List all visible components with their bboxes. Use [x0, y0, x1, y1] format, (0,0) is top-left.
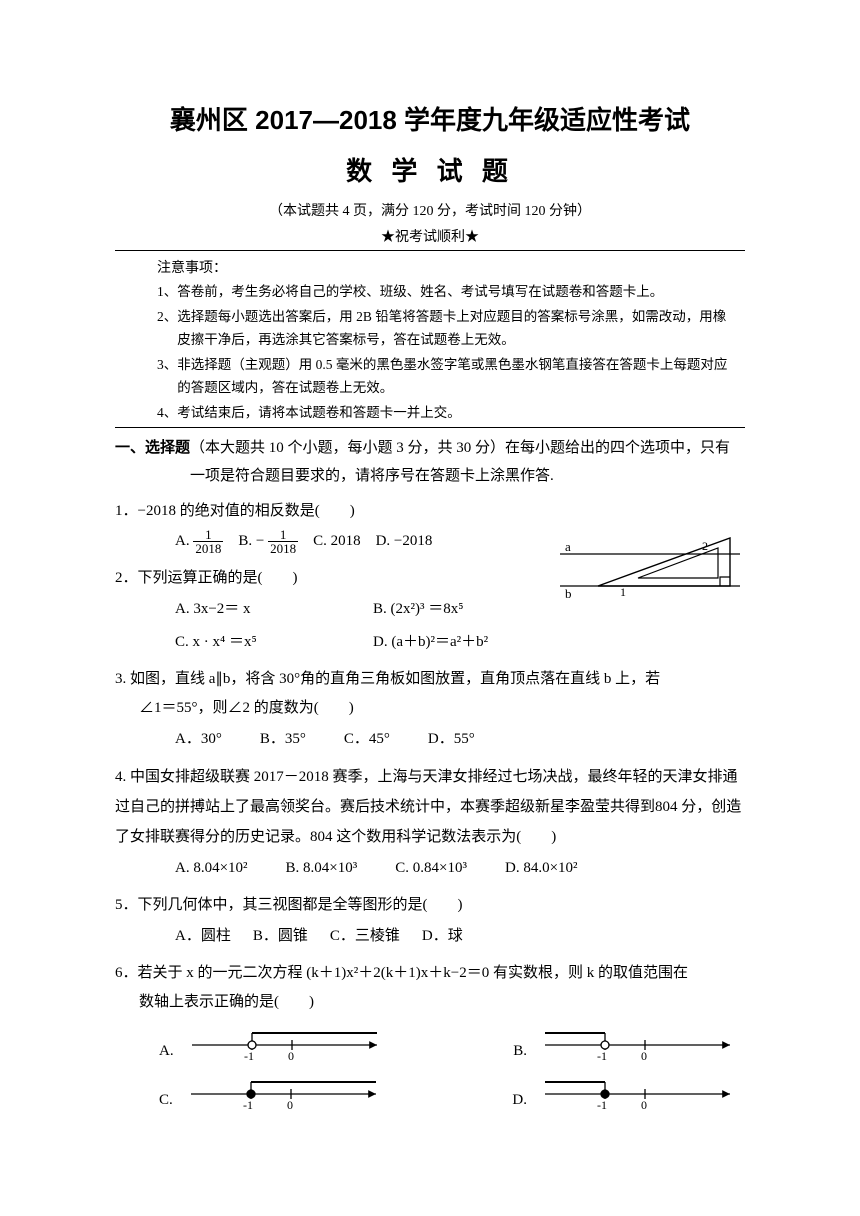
- q2-opt-d: D. (a＋b)²＝a²＋b²: [373, 626, 488, 659]
- parallel-lines-triangle-icon: a b 1 2: [560, 530, 740, 600]
- question-3: 3. 如图，直线 a∥b，将含 30°角的直角三角板如图放置，直角顶点落在直线 …: [115, 665, 745, 757]
- section-1-desc: （本大题共 10 个小题，每小题 3 分，共 30 分）在每小题给出的四个选项中…: [190, 440, 730, 485]
- q2-options: A. 3x−2＝ x B. (2x²)³ ＝8x⁵ C. x · x⁴ ＝x⁵ …: [115, 593, 745, 659]
- fraction: 12018: [193, 528, 223, 556]
- tick-m1: -1: [597, 1049, 607, 1063]
- divider-top: [115, 250, 745, 251]
- angle-1-label: 1: [620, 585, 626, 599]
- q6-opt-a: A. -1 0: [159, 1027, 382, 1066]
- q4-options: A. 8.04×10² B. 8.04×10³ C. 0.84×10³ D. 8…: [115, 852, 745, 885]
- divider-bottom: [115, 427, 745, 428]
- q1-opt-d: D. −2018: [376, 533, 433, 549]
- tick-m1: -1: [243, 1098, 253, 1112]
- q1-opt-b: B. − 12018: [238, 533, 301, 549]
- q2-opt-c: C. x · x⁴ ＝x⁵: [175, 626, 335, 659]
- question-6: 6．若关于 x 的一元二次方程 (k＋1)x²＋2(k＋1)x＋k−2＝0 有实…: [115, 959, 745, 1115]
- tick-m1: -1: [244, 1049, 254, 1063]
- q6-d-label: D.: [512, 1076, 527, 1115]
- numerator: 1: [268, 528, 298, 543]
- q5-opt-a: A．圆柱: [175, 920, 231, 953]
- q6-stem2: 数轴上表示正确的是( ): [115, 987, 745, 1017]
- exam-title-line1: 襄州区 2017—2018 学年度九年级适应性考试: [115, 100, 745, 137]
- q3-opt-c: C．45°: [344, 723, 390, 756]
- q1-b-prefix: B. −: [238, 533, 264, 549]
- q6-c-label: C.: [159, 1076, 173, 1115]
- tick-0: 0: [288, 1049, 294, 1063]
- q6-opt-c: C. -1 0: [159, 1076, 381, 1115]
- q1-opt-c: C. 2018: [313, 533, 361, 549]
- tick-0: 0: [287, 1098, 293, 1112]
- q1-a-prefix: A.: [175, 533, 190, 549]
- q5-stem: 5．下列几何体中，其三视图都是全等图形的是( ): [115, 891, 745, 920]
- good-luck-line: ★祝考试顺利★: [115, 226, 745, 246]
- q4-opt-b: B. 8.04×10³: [286, 852, 358, 885]
- q3-stem2: ∠1＝55°，则∠2 的度数为( ): [115, 693, 745, 723]
- q5-opt-b: B．圆锥: [253, 920, 308, 953]
- note-item: 1、答卷前，考生务必将自己的学校、班级、姓名、考试号填写在试题卷和答题卡上。: [157, 281, 735, 304]
- note-item: 2、选择题每小题选出答案后，用 2B 铅笔将答题卡上对应题目的答案标号涂黑，如需…: [157, 306, 735, 352]
- section-1-header: 一、选择题（本大题共 10 个小题，每小题 3 分，共 30 分）在每小题给出的…: [115, 434, 745, 491]
- note-item: 3、非选择题（主观题）用 0.5 毫米的黑色墨水签字笔或黑色墨水钢笔直接答在答题…: [157, 354, 735, 400]
- exam-subtitle: （本试题共 4 页，满分 120 分，考试时间 120 分钟）: [115, 200, 745, 220]
- angle-2-label: 2: [702, 539, 708, 553]
- number-line-b-icon: -1 0: [535, 1027, 735, 1065]
- number-line-c-icon: -1 0: [181, 1076, 381, 1114]
- tick-m1: -1: [597, 1098, 607, 1112]
- tick-0: 0: [641, 1049, 647, 1063]
- denominator: 2018: [193, 542, 223, 556]
- q6-row-ab: A. -1 0 B. -1: [115, 1027, 745, 1066]
- q5-opt-c: C．三棱锥: [330, 920, 400, 953]
- q3-figure: a b 1 2: [560, 530, 740, 600]
- label-a: a: [565, 539, 571, 554]
- question-4: 4. 中国女排超级联赛 2017－2018 赛季，上海与天津女排经过七场决战，最…: [115, 762, 745, 885]
- number-line-d-icon: -1 0: [535, 1076, 735, 1114]
- q6-a-label: A.: [159, 1027, 174, 1066]
- q3-opt-d: D．55°: [428, 723, 475, 756]
- exam-title-line2: 数 学 试 题: [115, 151, 745, 188]
- q6-opt-d: D. -1 0: [512, 1076, 735, 1115]
- q4-opt-a: A. 8.04×10²: [175, 852, 248, 885]
- note-item: 4、考试结束后，请将本试题卷和答题卡一并上交。: [157, 402, 735, 425]
- q3-opt-b: B．35°: [260, 723, 306, 756]
- number-line-a-icon: -1 0: [182, 1027, 382, 1065]
- tick-0: 0: [641, 1098, 647, 1112]
- q4-stem: 4. 中国女排超级联赛 2017－2018 赛季，上海与天津女排经过七场决战，最…: [115, 762, 745, 852]
- q6-stem1: 6．若关于 x 的一元二次方程 (k＋1)x²＋2(k＋1)x＋k−2＝0 有实…: [115, 959, 745, 988]
- q3-options: A．30° B．35° C．45° D．55°: [115, 723, 745, 756]
- numerator: 1: [193, 528, 223, 543]
- q1-opt-a: A. 12018: [175, 533, 227, 549]
- denominator: 2018: [268, 542, 298, 556]
- q1-stem: 1．−2018 的绝对值的相反数是( ): [115, 497, 745, 526]
- notes-header: 注意事项：: [157, 257, 745, 277]
- label-b: b: [565, 586, 572, 600]
- q6-b-label: B.: [513, 1027, 527, 1066]
- section-1-label: 一、选择题: [115, 439, 190, 456]
- q2-opt-b: B. (2x²)³ ＝8x⁵: [373, 593, 463, 626]
- q5-opt-d: D．球: [422, 920, 463, 953]
- q6-opt-b: B. -1 0: [513, 1027, 735, 1066]
- q4-opt-d: D. 84.0×10²: [505, 852, 578, 885]
- q2-opt-a: A. 3x−2＝ x: [175, 593, 335, 626]
- q4-opt-c: C. 0.84×10³: [395, 852, 467, 885]
- q5-options: A．圆柱 B．圆锥 C．三棱锥 D．球: [115, 920, 745, 953]
- question-5: 5．下列几何体中，其三视图都是全等图形的是( ) A．圆柱 B．圆锥 C．三棱锥…: [115, 891, 745, 953]
- q6-row-cd: C. -1 0 D. -1: [115, 1076, 745, 1115]
- q3-stem1: 3. 如图，直线 a∥b，将含 30°角的直角三角板如图放置，直角顶点落在直线 …: [115, 665, 745, 694]
- q3-opt-a: A．30°: [175, 723, 222, 756]
- fraction: 12018: [268, 528, 298, 556]
